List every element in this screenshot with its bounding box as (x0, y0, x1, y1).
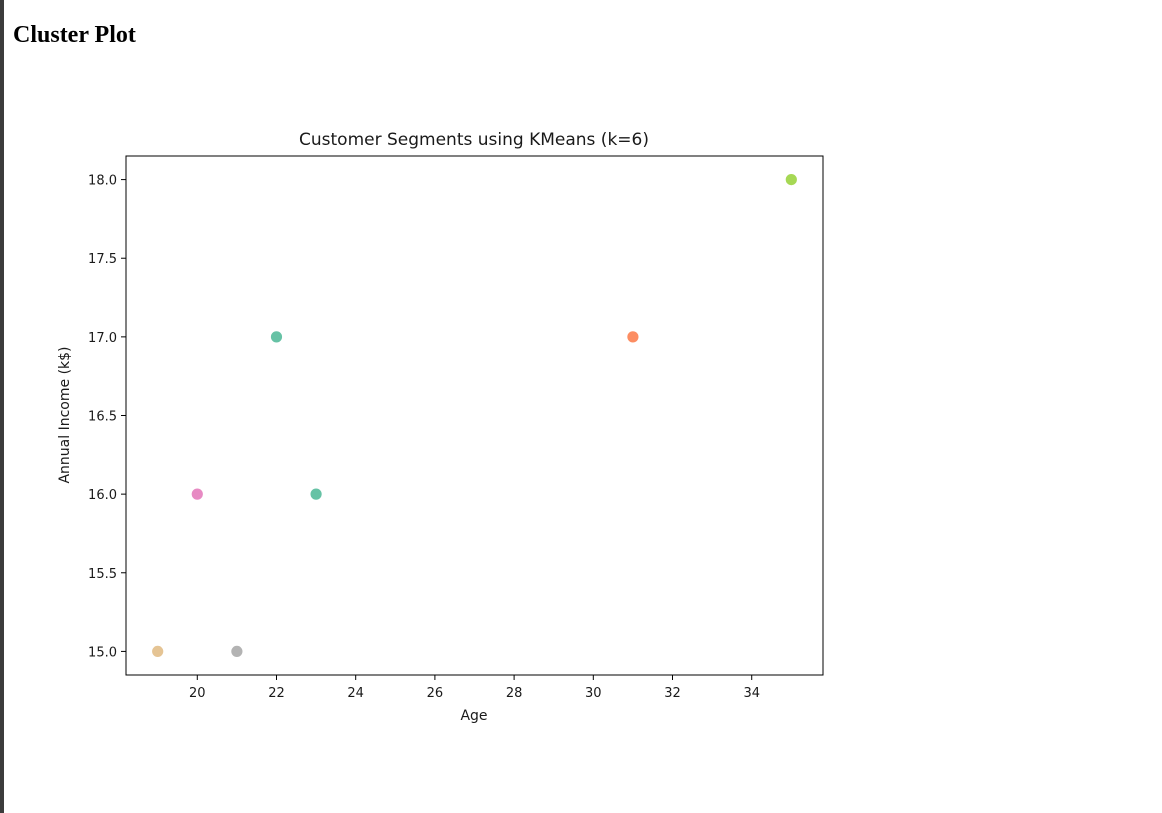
data-point (270, 330, 283, 344)
y-tick-label: 16.5 (88, 410, 117, 425)
x-tick-label: 32 (664, 686, 681, 701)
x-tick-label: 22 (268, 686, 285, 701)
data-point (626, 330, 640, 344)
y-axis-label: Annual Income (k$) (57, 346, 73, 483)
x-tick-label: 34 (743, 686, 760, 701)
y-tick-label: 17.0 (88, 331, 117, 346)
x-axis-label: Age (460, 708, 487, 724)
data-point (190, 487, 204, 501)
y-tick-label: 18.0 (88, 174, 117, 189)
x-tick-label: 28 (506, 686, 523, 701)
window-left-border (0, 0, 4, 813)
y-tick-label: 16.0 (88, 488, 117, 503)
data-point (230, 645, 244, 658)
y-tick-label: 15.5 (88, 567, 117, 582)
x-tick-label: 26 (427, 686, 444, 701)
y-tick-label: 15.0 (88, 645, 117, 660)
data-points (151, 173, 798, 658)
x-tick-label: 20 (189, 686, 206, 701)
plot-area-frame (125, 155, 824, 676)
page-heading: Cluster Plot (13, 22, 136, 48)
x-tick-label: 24 (347, 686, 364, 701)
data-point (309, 487, 323, 501)
y-tick-label: 17.5 (88, 252, 117, 267)
x-tick-label: 30 (585, 686, 602, 701)
data-point (151, 645, 165, 658)
data-point (784, 173, 798, 186)
axis-ticks: 20 22 24 26 28 30 32 34 15.0 15.5 16.0 16.5 17.0 17.5… (88, 174, 760, 701)
chart-title: Customer Segments using KMeans (k=6) (299, 130, 649, 150)
